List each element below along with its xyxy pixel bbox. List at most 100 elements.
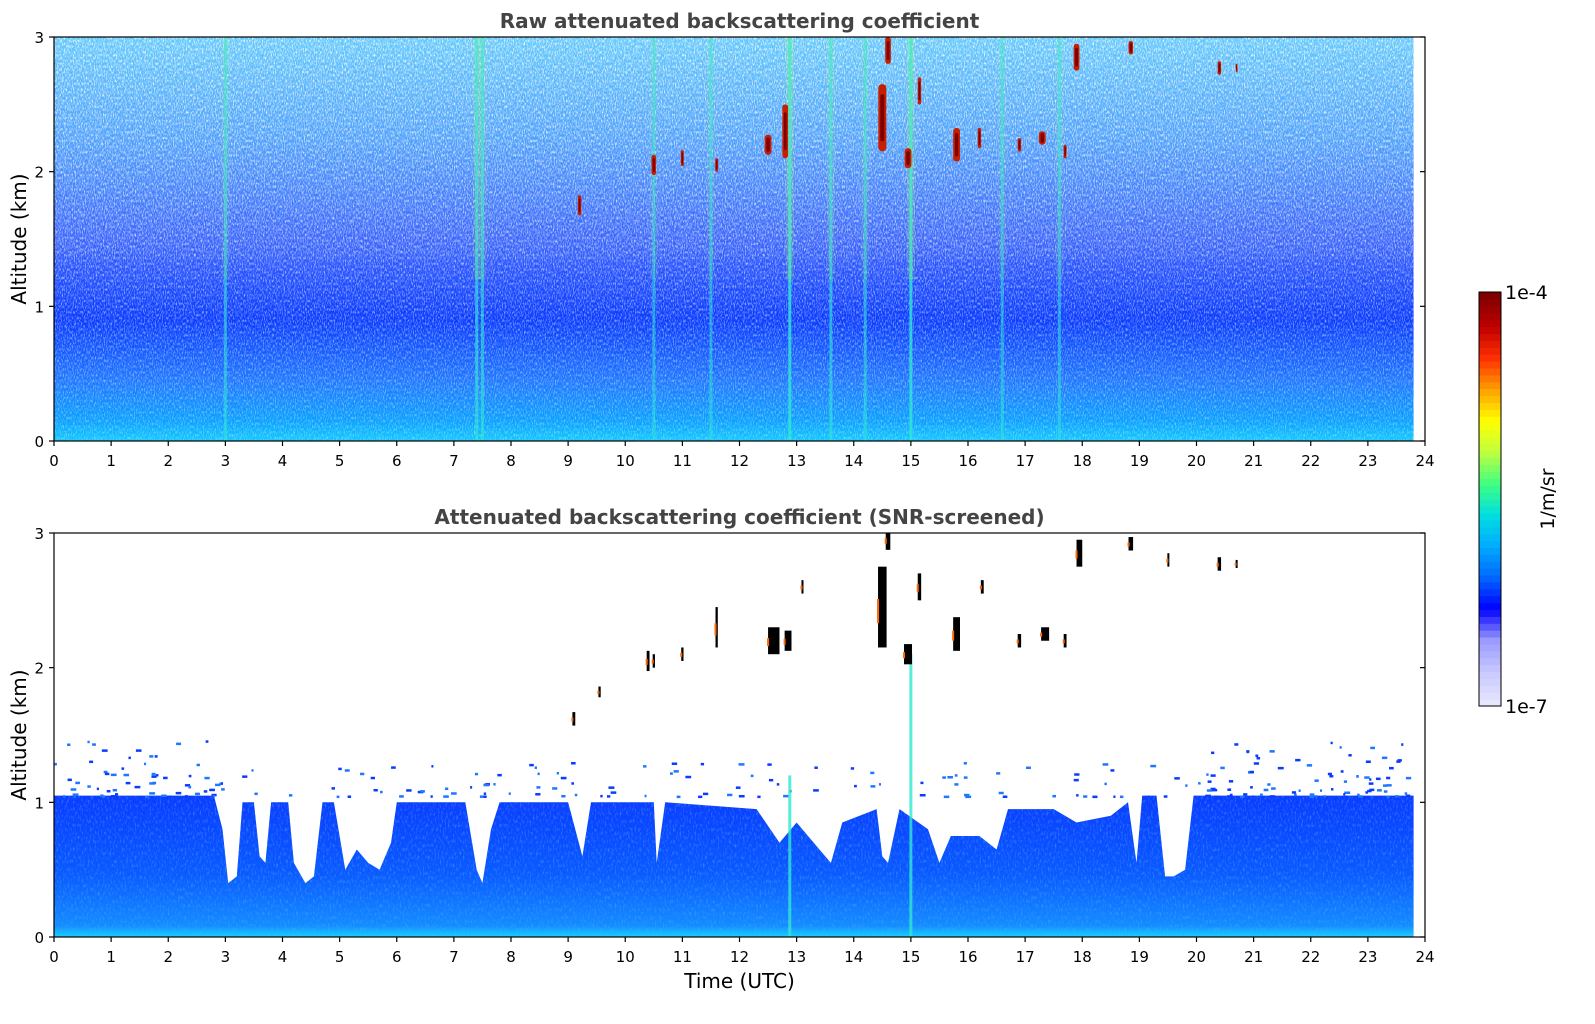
vertical-streak bbox=[1057, 37, 1061, 441]
colorbar-min-label: 1e-7 bbox=[1505, 696, 1548, 718]
aerosol-speck bbox=[1206, 773, 1209, 776]
x-tick-label: 7 bbox=[449, 452, 459, 470]
aerosol-speck bbox=[1026, 766, 1031, 770]
x-tick-label: 21 bbox=[1244, 452, 1263, 470]
aerosol-speck bbox=[954, 783, 959, 786]
aerosol-speck bbox=[998, 791, 1004, 795]
aerosol-speck bbox=[1343, 793, 1346, 796]
aerosol-speck bbox=[1163, 795, 1168, 798]
aerosol-speck bbox=[1314, 795, 1318, 798]
cloud-edge bbox=[800, 585, 803, 590]
aerosol-speck bbox=[110, 795, 117, 798]
aerosol-speck bbox=[175, 791, 182, 795]
aerosol-speck bbox=[1150, 764, 1157, 768]
colorbar-unit-label: 1/m/sr bbox=[1537, 468, 1559, 529]
x-tick-label: 12 bbox=[730, 452, 749, 470]
aerosol-speck bbox=[1356, 775, 1359, 778]
cloud-patch bbox=[953, 617, 961, 651]
vertical-streak bbox=[475, 37, 479, 441]
aerosol-speck bbox=[399, 795, 404, 798]
aerosol-speck bbox=[942, 776, 946, 779]
y-axis: 0 1 2 3 bbox=[34, 29, 1425, 451]
aerosol-speck bbox=[1386, 795, 1390, 798]
aerosol-speck bbox=[1389, 766, 1394, 770]
aerosol-speck bbox=[1331, 788, 1334, 791]
colorbar-swatch bbox=[1479, 305, 1501, 314]
aerosol-speck bbox=[676, 795, 681, 799]
cloud-core bbox=[681, 152, 684, 164]
cloud-core bbox=[1075, 47, 1078, 67]
aerosol-speck bbox=[1211, 788, 1218, 792]
x-tick-label: 20 bbox=[1187, 452, 1206, 470]
aerosol-speck bbox=[1370, 746, 1376, 750]
aerosol-speck bbox=[644, 794, 647, 798]
cloud-edge bbox=[651, 659, 654, 664]
x-tick-label: 22 bbox=[1301, 948, 1320, 966]
x-tick-label: 15 bbox=[901, 452, 920, 470]
aerosol-speck bbox=[188, 774, 192, 778]
aerosol-speck bbox=[391, 766, 396, 769]
aerosol-speck bbox=[963, 762, 967, 765]
aerosol-speck bbox=[919, 793, 926, 797]
aerosol-speck bbox=[673, 770, 679, 773]
colorbar-swatch bbox=[1479, 588, 1501, 597]
colorbar-swatch bbox=[1479, 478, 1501, 486]
white-speckle-overlay bbox=[54, 37, 1414, 441]
aerosol-speck bbox=[1401, 743, 1404, 746]
aerosol-speck bbox=[1113, 795, 1116, 798]
cloud-edge bbox=[1127, 542, 1130, 547]
aerosol-speck bbox=[702, 792, 709, 796]
x-tick-label: 20 bbox=[1187, 948, 1206, 966]
aerosol-speck bbox=[1277, 766, 1284, 770]
aerosol-speck bbox=[87, 740, 90, 744]
aerosol-speck bbox=[854, 784, 857, 788]
aerosol-speck bbox=[209, 788, 215, 792]
aerosol-speck bbox=[1243, 793, 1248, 796]
colorbar-swatch bbox=[1479, 430, 1501, 438]
aerosol-speck bbox=[123, 773, 130, 777]
vertical-streak bbox=[909, 37, 913, 441]
colorbar-swatch bbox=[1479, 526, 1501, 535]
aerosol-speck bbox=[1227, 788, 1231, 792]
aerosol-speck bbox=[1397, 759, 1402, 762]
aerosol-speck bbox=[561, 794, 566, 798]
cloud-edge bbox=[952, 630, 955, 641]
x-tick-label: 7 bbox=[449, 948, 459, 966]
cloud-core bbox=[1018, 140, 1021, 150]
aerosol-speck bbox=[1345, 795, 1349, 799]
aerosol-speck bbox=[67, 778, 72, 782]
aerosol-speck bbox=[87, 785, 91, 788]
aerosol-speck bbox=[685, 775, 692, 779]
aerosol-speck bbox=[1250, 786, 1253, 789]
aerosol-speck bbox=[850, 767, 855, 770]
aerosol-speck bbox=[814, 766, 818, 769]
aerosol-speck bbox=[964, 793, 970, 797]
aerosol-speck bbox=[700, 762, 705, 766]
vertical-streak bbox=[788, 37, 792, 441]
raw-panel-title: Raw attenuated backscattering coefficien… bbox=[500, 9, 980, 33]
cloud-patch bbox=[1128, 537, 1134, 551]
colorbar-swatch bbox=[1479, 505, 1501, 514]
aerosol-speck bbox=[493, 783, 496, 786]
aerosol-speck bbox=[870, 785, 876, 788]
aerosol-speck bbox=[1309, 793, 1315, 796]
aerosol-speck bbox=[106, 789, 111, 793]
colorbar-swatch bbox=[1479, 457, 1501, 466]
aerosol-speck bbox=[196, 763, 200, 767]
aerosol-speck bbox=[1405, 776, 1412, 780]
cloud-edge bbox=[877, 598, 880, 624]
colorbar-swatch bbox=[1479, 319, 1501, 328]
aerosol-speck bbox=[430, 795, 433, 798]
x-tick-label: 16 bbox=[958, 452, 977, 470]
aerosol-speck bbox=[75, 781, 80, 785]
aerosol-speck bbox=[204, 776, 210, 780]
vertical-streak bbox=[829, 37, 833, 441]
aerosol-speck bbox=[242, 775, 248, 778]
cloud-patch bbox=[904, 644, 913, 665]
x-tick-label: 6 bbox=[392, 452, 402, 470]
aerosol-speck bbox=[776, 783, 780, 786]
aerosol-speck bbox=[370, 776, 376, 780]
colorbar-swatch bbox=[1479, 595, 1501, 604]
colorbar-swatch bbox=[1479, 450, 1501, 459]
